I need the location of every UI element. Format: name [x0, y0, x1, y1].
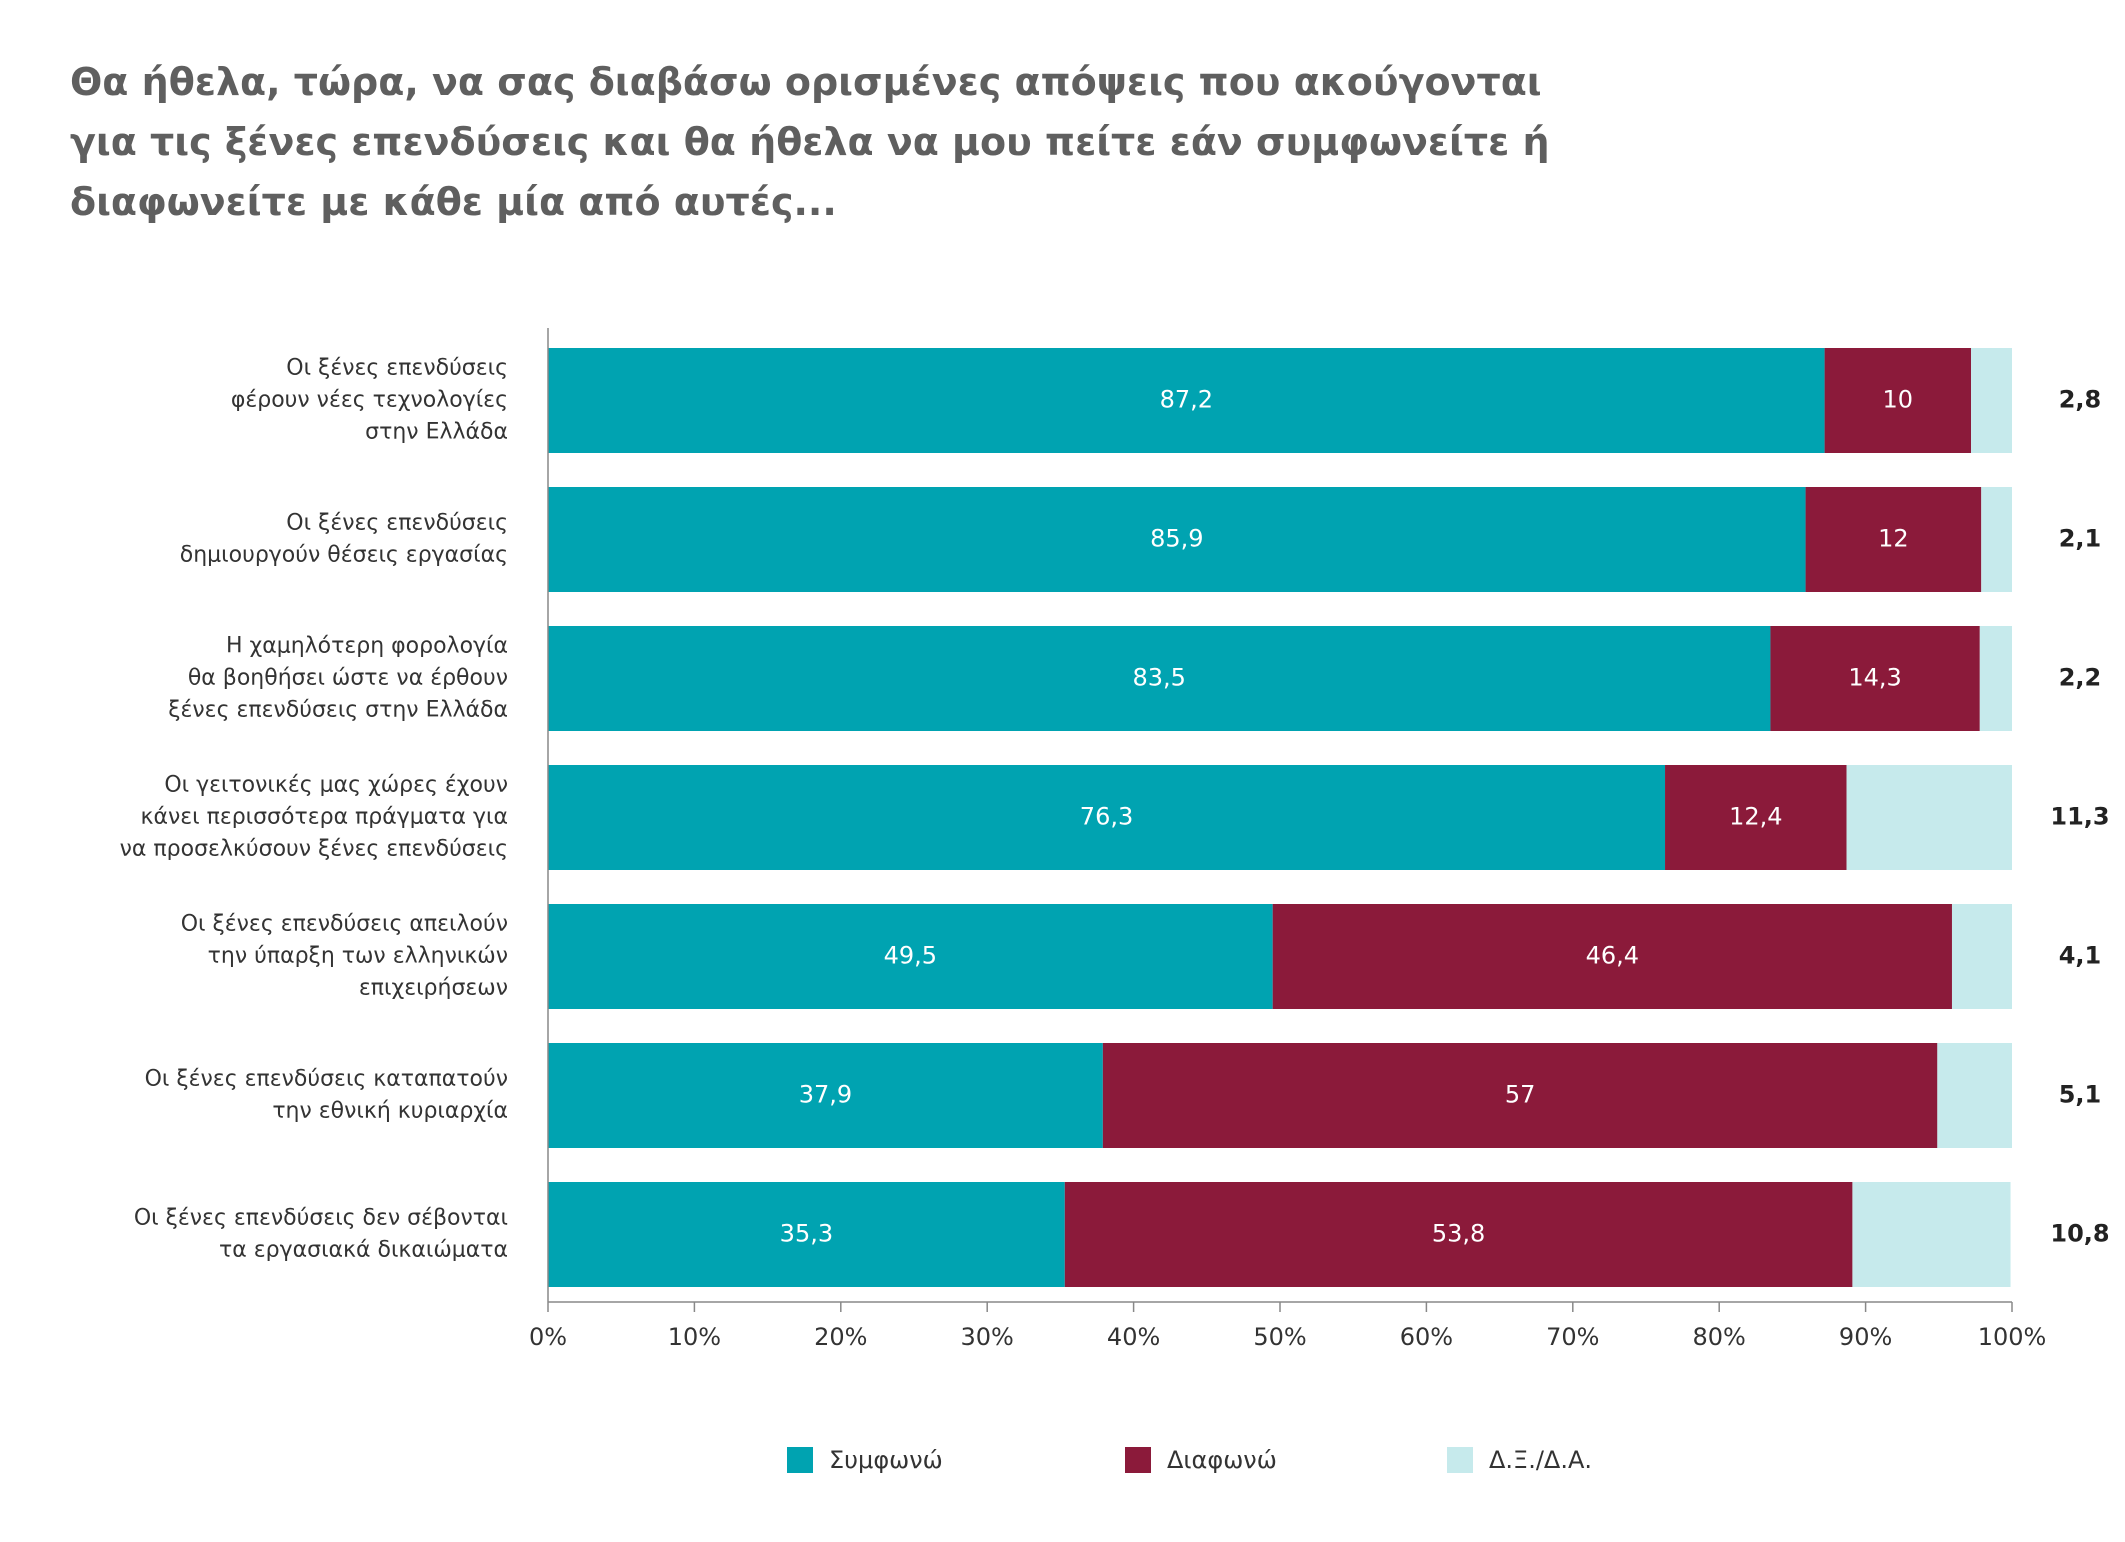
- data-label: 53,8: [1432, 1220, 1485, 1248]
- category-label: Η χαμηλότερη φορολογία: [226, 634, 508, 659]
- bar-segment-dk: [1979, 626, 2012, 731]
- category-label: τα εργασιακά δικαιώματα: [219, 1238, 508, 1263]
- data-label-dk: 2,2: [2059, 664, 2102, 692]
- bar-segment-disagree: [1064, 1182, 1853, 1287]
- data-label: 57: [1505, 1081, 1536, 1109]
- bar-segment-disagree: [1665, 765, 1847, 870]
- legend-swatch-dk: [1447, 1447, 1473, 1473]
- data-label: 12,4: [1729, 803, 1782, 831]
- x-tick-label: 60%: [1400, 1323, 1453, 1351]
- x-tick-label: 80%: [1693, 1323, 1746, 1351]
- category-label: ξένες επενδύσεις στην Ελλάδα: [168, 698, 508, 723]
- chart-title-line: για τις ξένες επενδύσεις και θα ήθελα να…: [70, 120, 1550, 164]
- bar-segment-agree: [548, 904, 1273, 1009]
- legend-swatch-disagree: [1125, 1447, 1151, 1473]
- x-tick-label: 20%: [814, 1323, 867, 1351]
- x-tick-label: 90%: [1839, 1323, 1892, 1351]
- legend-label: Διαφωνώ: [1167, 1446, 1277, 1474]
- x-tick-label: 0%: [529, 1323, 567, 1351]
- bar-segment-disagree: [1102, 1043, 1938, 1148]
- data-label: 12: [1878, 525, 1909, 553]
- bar-segment-dk: [1937, 1043, 2012, 1148]
- data-label: 10: [1883, 386, 1914, 414]
- category-label: Οι ξένες επενδύσεις δεν σέβονται: [134, 1206, 508, 1231]
- bar-segment-disagree: [1272, 904, 1952, 1009]
- category-label: φέρουν νέες τεχνολογίες: [231, 388, 508, 413]
- bar-segment-dk: [1846, 765, 2012, 870]
- bar-segment-dk: [1981, 487, 2012, 592]
- x-tick-label: 70%: [1546, 1323, 1599, 1351]
- bar-segment-agree: [548, 487, 1806, 592]
- data-label: 49,5: [884, 942, 937, 970]
- category-label: κάνει περισσότερα πράγματα για: [140, 805, 508, 830]
- data-label: 35,3: [780, 1220, 833, 1248]
- category-label: την ύπαρξη των ελληνικών: [208, 944, 508, 969]
- data-label-dk: 5,1: [2059, 1081, 2102, 1109]
- legend-label: Συμφωνώ: [829, 1446, 943, 1474]
- data-label-dk: 2,8: [2059, 386, 2102, 414]
- data-label: 14,3: [1848, 664, 1901, 692]
- category-label: να προσελκύσουν ξένες επενδύσεις: [120, 837, 508, 862]
- bar-segment-disagree: [1770, 626, 1980, 731]
- category-label: την εθνική κυριαρχία: [272, 1099, 508, 1124]
- bar-segment-disagree: [1805, 487, 1982, 592]
- data-label: 76,3: [1080, 803, 1133, 831]
- bar-segment-agree: [548, 765, 1666, 870]
- chart-title: Θα ήθελα, τώρα, να σας διαβάσω ορισμένες…: [70, 52, 1630, 232]
- x-tick-label: 30%: [961, 1323, 1014, 1351]
- bar-segment-agree: [548, 626, 1771, 731]
- data-label: 83,5: [1133, 664, 1186, 692]
- legend-label: Δ.Ξ./Δ.Α.: [1489, 1446, 1592, 1474]
- bar-segment-agree: [548, 1043, 1103, 1148]
- category-label: επιχειρήσεων: [359, 976, 508, 1001]
- category-label: θα βοηθήσει ώστε να έρθουν: [188, 666, 508, 691]
- data-label: 37,9: [799, 1081, 852, 1109]
- bar-segment-disagree: [1824, 348, 1972, 453]
- data-label: 87,2: [1160, 386, 1213, 414]
- data-label-dk: 2,1: [2059, 525, 2102, 553]
- chart-title-line: διαφωνείτε με κάθε μία από αυτές...: [70, 180, 837, 224]
- category-label: Οι ξένες επενδύσεις καταπατούν: [145, 1067, 508, 1092]
- category-label: δημιουργούν θέσεις εργασίας: [180, 543, 508, 568]
- category-label: Οι ξένες επενδύσεις: [286, 511, 508, 536]
- category-label: Οι γειτονικές μας χώρες έχουν: [164, 773, 508, 798]
- bar-segment-dk: [1852, 1182, 2011, 1287]
- x-tick-label: 40%: [1107, 1323, 1160, 1351]
- x-tick-label: 50%: [1253, 1323, 1306, 1351]
- category-label: Οι ξένες επενδύσεις απειλούν: [181, 912, 508, 937]
- category-label: Οι ξένες επενδύσεις: [286, 356, 508, 381]
- legend-swatch-agree: [787, 1447, 813, 1473]
- data-label-dk: 4,1: [2059, 942, 2102, 970]
- data-label-dk: 11,3: [2050, 803, 2109, 831]
- data-label-dk: 10,8: [2050, 1220, 2109, 1248]
- bar-segment-agree: [548, 1182, 1065, 1287]
- x-tick-label: 10%: [668, 1323, 721, 1351]
- bar-segment-agree: [548, 348, 1825, 453]
- bar-segment-dk: [1951, 904, 2012, 1009]
- data-label: 46,4: [1586, 942, 1639, 970]
- data-label: 85,9: [1150, 525, 1203, 553]
- chart-title-line: Θα ήθελα, τώρα, να σας διαβάσω ορισμένες…: [70, 60, 1542, 104]
- category-label: στην Ελλάδα: [365, 420, 508, 445]
- bar-segment-dk: [1971, 348, 2012, 453]
- x-tick-label: 100%: [1978, 1323, 2047, 1351]
